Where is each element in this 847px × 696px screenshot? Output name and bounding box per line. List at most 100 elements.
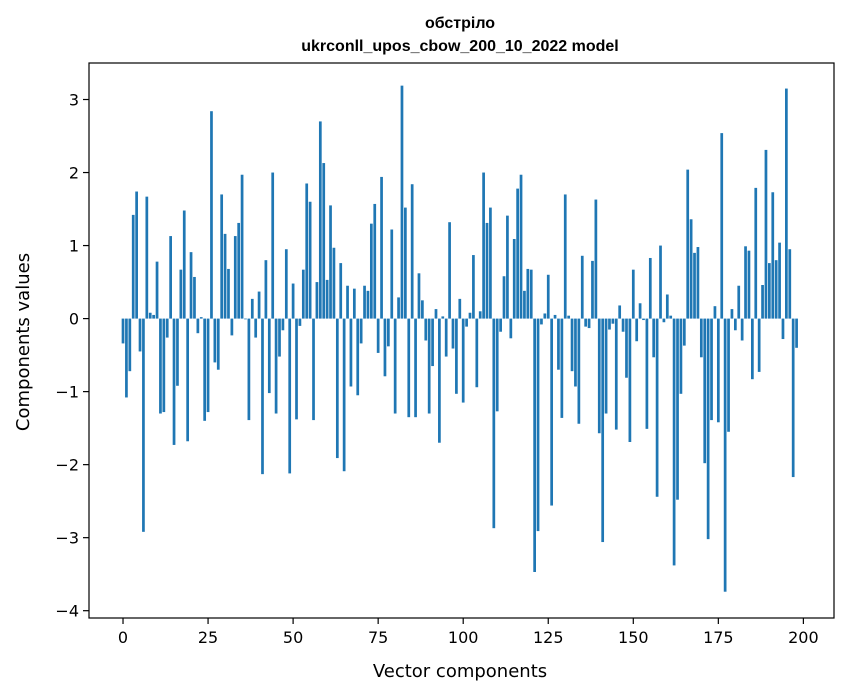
bar-145 (614, 318, 618, 430)
bar-42 (264, 260, 268, 319)
bar-25 (206, 318, 210, 413)
bar-66 (346, 285, 349, 319)
bar-23 (199, 317, 203, 319)
bar-119 (526, 268, 530, 319)
bar-140 (597, 318, 601, 434)
bar-92 (434, 309, 438, 319)
y-tick-label: 3 (69, 91, 79, 110)
bar-52 (298, 318, 302, 326)
x-tick-label: 100 (448, 628, 479, 647)
bar-143 (608, 318, 611, 330)
bar-106 (482, 172, 485, 319)
x-tick-label: 200 (788, 628, 819, 647)
x-axis-ticks: 0 25 50 75 100 125 150 175 200 (118, 618, 819, 647)
bar-155 (648, 257, 652, 319)
bar-153 (642, 318, 645, 321)
bar-31 (227, 268, 230, 319)
bar-65 (342, 318, 346, 472)
bar-144 (611, 318, 615, 324)
bar-44 (271, 172, 275, 319)
bar-77 (383, 318, 387, 377)
bar-39 (254, 318, 258, 338)
bar-147 (621, 318, 625, 332)
bar-83 (404, 207, 407, 319)
bar-79 (390, 229, 394, 319)
bar-158 (659, 245, 662, 319)
bar-14 (169, 236, 172, 319)
bar-72 (366, 290, 370, 319)
bar-176 (720, 133, 724, 319)
bar-168 (693, 252, 696, 319)
y-tick-label: −3 (55, 529, 79, 548)
bar-47 (281, 318, 285, 331)
bar-64 (339, 263, 343, 319)
bar-120 (529, 269, 533, 319)
bar-54 (305, 183, 309, 319)
bar-73 (369, 223, 373, 319)
y-tick-label: 0 (69, 310, 79, 329)
bar-182 (740, 318, 744, 341)
bar-45 (274, 318, 278, 414)
bar-136 (584, 318, 588, 327)
bar-135 (580, 255, 584, 319)
bar-67 (349, 318, 353, 387)
bar-195 (785, 88, 788, 319)
y-tick-label: 1 (69, 237, 79, 256)
bar-91 (431, 318, 434, 367)
bar-132 (570, 318, 574, 372)
bar-134 (577, 318, 581, 424)
bar-148 (625, 318, 628, 378)
bar-12 (162, 318, 166, 413)
bar-141 (601, 318, 605, 543)
bar-127 (553, 314, 557, 319)
bar-34 (237, 222, 241, 319)
bar-175 (716, 318, 720, 423)
y-tick-label: −1 (55, 383, 79, 402)
bar-80 (393, 318, 397, 414)
bar-51 (295, 318, 298, 420)
bar-152 (638, 303, 642, 319)
bar-194 (781, 318, 785, 340)
bar-101 (465, 318, 468, 327)
bar-100 (461, 318, 465, 403)
bar-32 (230, 318, 234, 336)
bar-114 (509, 318, 513, 339)
x-tick-label: 50 (283, 628, 303, 647)
bar-75 (376, 318, 380, 353)
bar-122 (536, 318, 540, 532)
bar-150 (631, 269, 635, 319)
bar-36 (244, 318, 247, 320)
bar-56 (312, 318, 315, 421)
bar-28 (216, 318, 220, 370)
bar-178 (727, 318, 730, 432)
bar-139 (594, 199, 598, 319)
bar-50 (291, 283, 295, 319)
bar-74 (373, 203, 377, 319)
bar-8 (148, 312, 152, 319)
bar-29 (220, 194, 224, 319)
bar-60 (325, 279, 329, 319)
bar-166 (686, 169, 690, 319)
bar-179 (730, 309, 734, 319)
y-tick-label: −4 (55, 602, 79, 621)
bar-154 (645, 318, 649, 429)
bar-163 (676, 318, 679, 500)
bars-group (121, 85, 798, 592)
bar-33 (233, 236, 237, 319)
bar-159 (662, 318, 666, 323)
bar-190 (768, 263, 771, 319)
bar-173 (710, 318, 713, 421)
bar-43 (267, 318, 271, 394)
bar-192 (774, 260, 778, 319)
bar-157 (655, 318, 659, 497)
bar-118 (523, 290, 526, 319)
bar-40 (257, 291, 261, 319)
bar-87 (417, 273, 421, 319)
bar-81 (397, 297, 400, 319)
bar-62 (332, 247, 336, 319)
bar-35 (240, 174, 244, 319)
bar-61 (329, 205, 332, 319)
bar-177 (723, 318, 727, 592)
bar-105 (478, 311, 482, 319)
